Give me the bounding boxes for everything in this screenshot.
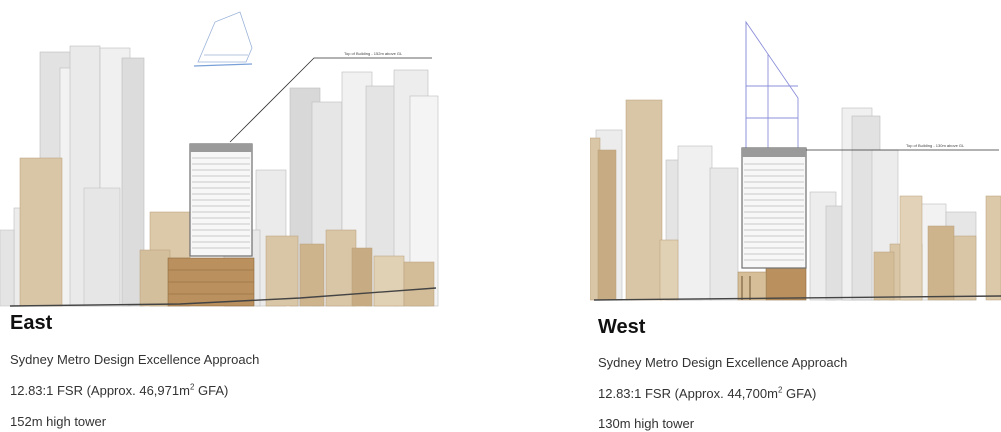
east-heading: East [10,312,53,334]
west-podium [737,265,807,301]
east-podium [167,257,255,307]
west-proposed-tower [741,147,807,269]
west-fsr-text: 12.83:1 FSR (Approx. 44,700m2 GFA) [598,385,817,401]
west-panel: Top of Building - 130m above GL West Syd… [590,0,1001,432]
east-skyline-illustration: Top of Building - 152m above GL [0,11,439,307]
east-approach-text: Sydney Metro Design Excellence Approach [10,352,260,367]
east-ground-line [9,287,437,307]
west-height-annotation: Top of Building - 130m above GL [806,143,999,151]
east-fsr-text: 12.83:1 FSR (Approx. 46,971m2 GFA) [10,382,229,398]
east-proposed-tower [189,143,253,257]
west-heading: West [598,316,646,338]
west-height-text: 130m high tower [598,416,695,431]
west-skyline-illustration: Top of Building - 130m above GL [590,20,1001,301]
west-low-rise-buildings [590,99,1001,301]
east-envelope-outline [193,11,253,67]
west-approach-text: Sydney Metro Design Excellence Approach [598,355,848,370]
west-annotation-text: Top of Building - 130m above GL [906,143,965,148]
west-envelope-outline [745,20,799,149]
east-height-text: 152m high tower [10,414,107,429]
east-height-annotation: Top of Building - 152m above GL [229,51,432,143]
west-ground-line [593,295,1001,301]
east-annotation-text: Top of Building - 152m above GL [344,51,403,56]
east-panel: Top of Building - 152m above GL East Syd… [0,0,450,432]
